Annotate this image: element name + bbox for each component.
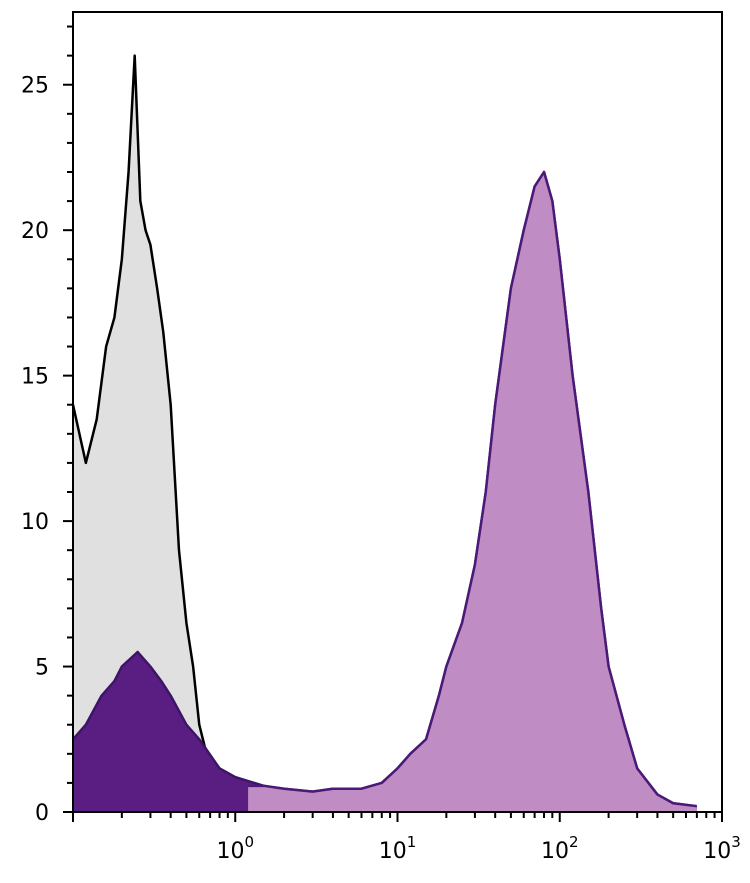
series-layer <box>71 54 698 814</box>
y-tick-label: 0 <box>35 801 49 826</box>
ticks-layer: 0 5 10 15 20 25 100 101 102 103 <box>21 25 741 864</box>
y-tick-label: 20 <box>21 219 49 244</box>
y-tick-label: 5 <box>35 656 49 681</box>
x-tick-label: 101 <box>379 833 417 864</box>
x-tick-label: 100 <box>216 833 254 864</box>
y-tick-label: 15 <box>21 365 49 390</box>
series-3-area <box>248 172 697 812</box>
y-tick-label: 25 <box>21 74 49 99</box>
series-3-line <box>248 170 698 808</box>
series-1-area <box>73 55 249 812</box>
series-3 <box>248 170 698 812</box>
x-tick-label: 103 <box>703 833 741 864</box>
x-tick-label: 102 <box>541 833 579 864</box>
y-tick-label: 10 <box>21 510 49 535</box>
